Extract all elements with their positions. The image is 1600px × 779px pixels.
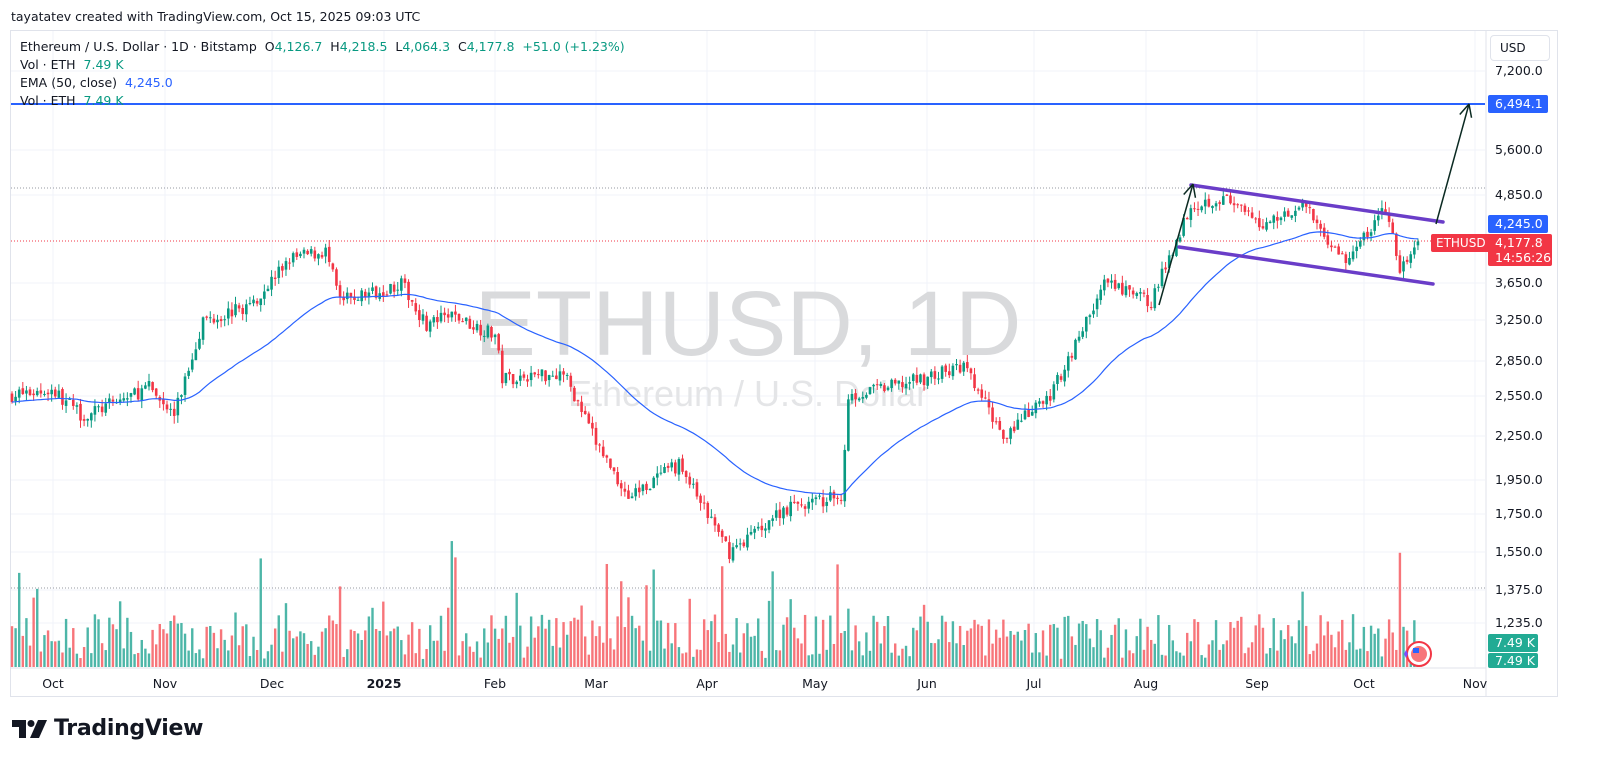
volume-bars: [10, 541, 1420, 667]
legend-close: 4,177.8: [466, 39, 515, 54]
legend-symbol: Ethereum / U.S. Dollar · 1D · Bitstamp: [20, 39, 257, 54]
time-axis-label: Jul: [1026, 676, 1042, 691]
legend-high: 4,218.5: [339, 39, 388, 54]
chart-credit: tayatatev created with TradingView.com, …: [11, 9, 421, 24]
arrow-target: [1435, 103, 1473, 225]
svg-text:ETHUSD, 1D: ETHUSD, 1D: [475, 273, 1022, 375]
price-axis-label: 2,850.0: [1495, 353, 1543, 368]
brand-name: TradingView: [54, 716, 204, 741]
last-price-value: 4,177.8: [1495, 235, 1543, 250]
time-axis-label: Nov: [152, 676, 178, 691]
target-price-tag: 6,494.1: [1488, 95, 1548, 113]
time-axis-label: May: [802, 676, 828, 691]
time-axis-label: Feb: [483, 676, 507, 691]
legend-ema-value: 4,245.0: [124, 75, 173, 90]
candles: [10, 190, 1420, 564]
chart-frame: [10, 30, 1558, 697]
legend-symbol-row[interactable]: Ethereum / U.S. Dollar · 1D · Bitstamp O…: [20, 39, 625, 54]
time-axis-label: Sep: [1245, 676, 1269, 691]
arrow-up-breakout: [1158, 183, 1197, 306]
time-axis-label: Apr: [696, 676, 718, 691]
price-axis-label: 1,375.0: [1495, 582, 1543, 597]
time-axis-label: Aug: [1133, 676, 1159, 691]
price-axis-label: 2,250.0: [1495, 428, 1543, 443]
last-price-tag: 4,177.8 14:56:26: [1488, 234, 1552, 266]
bar-countdown: 14:56:26: [1495, 250, 1552, 265]
time-axis-label: Oct: [42, 676, 64, 691]
time-axis-label: Dec: [259, 676, 285, 691]
price-axis-label: 3,250.0: [1495, 312, 1543, 327]
time-axis-label: 2025: [366, 676, 402, 691]
symbol-tag: ETHUSD: [1431, 234, 1491, 252]
price-axis-label: 1,750.0: [1495, 506, 1543, 521]
us-flag-event-icon: [1404, 641, 1432, 667]
time-axis-label: Jun: [917, 676, 937, 691]
price-axis-label: 3,650.0: [1495, 275, 1543, 290]
legend-open: 4,126.7: [274, 39, 323, 54]
ema-line: [11, 231, 1419, 496]
tradingview-logo-icon: [12, 719, 47, 738]
time-axis-label: Mar: [584, 676, 608, 691]
currency-button[interactable]: USD: [1490, 35, 1550, 61]
legend-volume2-value: 7.49 K: [83, 93, 124, 108]
legend-volume-value: 7.49 K: [83, 57, 124, 72]
legend-low: 4,064.3: [402, 39, 451, 54]
legend-volume2-row[interactable]: Vol · ETH 7.49 K: [20, 93, 124, 108]
price-axis-label: 1,550.0: [1495, 544, 1543, 559]
price-axis-label: 1,235.0: [1495, 615, 1543, 630]
volume-tag-2: 7.49 K: [1488, 653, 1538, 668]
legend-change: +51.0 (+1.23%): [522, 39, 625, 54]
price-axis-label: 5,600.0: [1495, 142, 1543, 157]
price-axis-label: 2,550.0: [1495, 388, 1543, 403]
grid: [11, 31, 1485, 667]
price-axis-label: 4,850.0: [1495, 187, 1543, 202]
ema-price-tag: 4,245.0: [1488, 215, 1548, 233]
time-axis-label: Oct: [1353, 676, 1375, 691]
svg-text:Ethereum / U.S. Dollar: Ethereum / U.S. Dollar: [568, 373, 928, 414]
price-axis-label: 1,950.0: [1495, 472, 1543, 487]
legend-volume-row[interactable]: Vol · ETH 7.49 K: [20, 57, 124, 72]
legend-ema-row[interactable]: EMA (50, close) 4,245.0: [20, 75, 173, 90]
volume-tag: 7.49 K: [1488, 634, 1538, 652]
channel-upper: [1189, 183, 1445, 224]
channel-lower: [1177, 245, 1435, 286]
chart-legend: Ethereum / U.S. Dollar · 1D · Bitstamp O…: [20, 38, 625, 110]
tradingview-logo[interactable]: TradingView: [12, 716, 203, 741]
price-axis-label: 7,200.0: [1495, 63, 1543, 78]
time-axis-label: Nov: [1462, 676, 1488, 691]
